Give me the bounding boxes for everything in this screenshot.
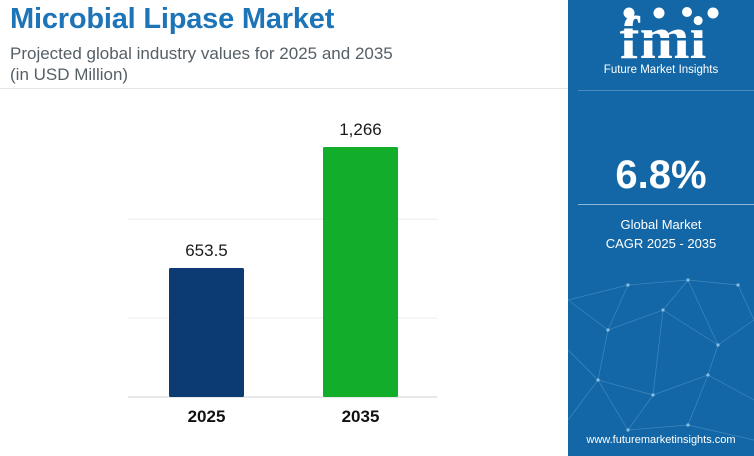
page-title: Microbial Lipase Market: [10, 3, 335, 35]
subtitle-line-2: (in USD Million): [10, 65, 129, 84]
header-divider: [0, 88, 568, 89]
value-label-2035: 1,266: [339, 120, 382, 139]
cagr-divider: [578, 204, 754, 205]
value-label-2025: 653.5: [185, 241, 228, 260]
cagr-label-line-1: Global Market: [620, 217, 702, 232]
fmi-logo: fmi: [597, 6, 729, 64]
info-sidebar: fmi Future Market Insights 6.8% Global M…: [568, 0, 754, 456]
bar-chart: 653.5 2025 1,266 2035: [128, 120, 437, 426]
bar-2035: [323, 147, 398, 397]
tick-label-2025: 2025: [188, 407, 226, 426]
chart-panel: Microbial Lipase Market Projected global…: [0, 3, 568, 426]
logo-divider: [578, 90, 754, 91]
cagr-value: 6.8%: [615, 153, 707, 197]
network-pattern-background: [568, 278, 754, 441]
website-link[interactable]: www.futuremarketinsights.com: [586, 434, 736, 446]
brand-name: Future Market Insights: [603, 64, 719, 76]
cagr-label-line-2: CAGR 2025 - 2035: [605, 236, 717, 251]
tick-label-2035: 2035: [342, 407, 380, 426]
cagr-label: Global Market CAGR 2025 - 2035: [568, 215, 754, 253]
page-subtitle: Projected global industry values for 202…: [10, 43, 393, 85]
bar-2025: [169, 267, 244, 397]
logo-figures-icon: [623, 7, 719, 19]
subtitle-line-1: Projected global industry values for 202…: [10, 44, 393, 63]
